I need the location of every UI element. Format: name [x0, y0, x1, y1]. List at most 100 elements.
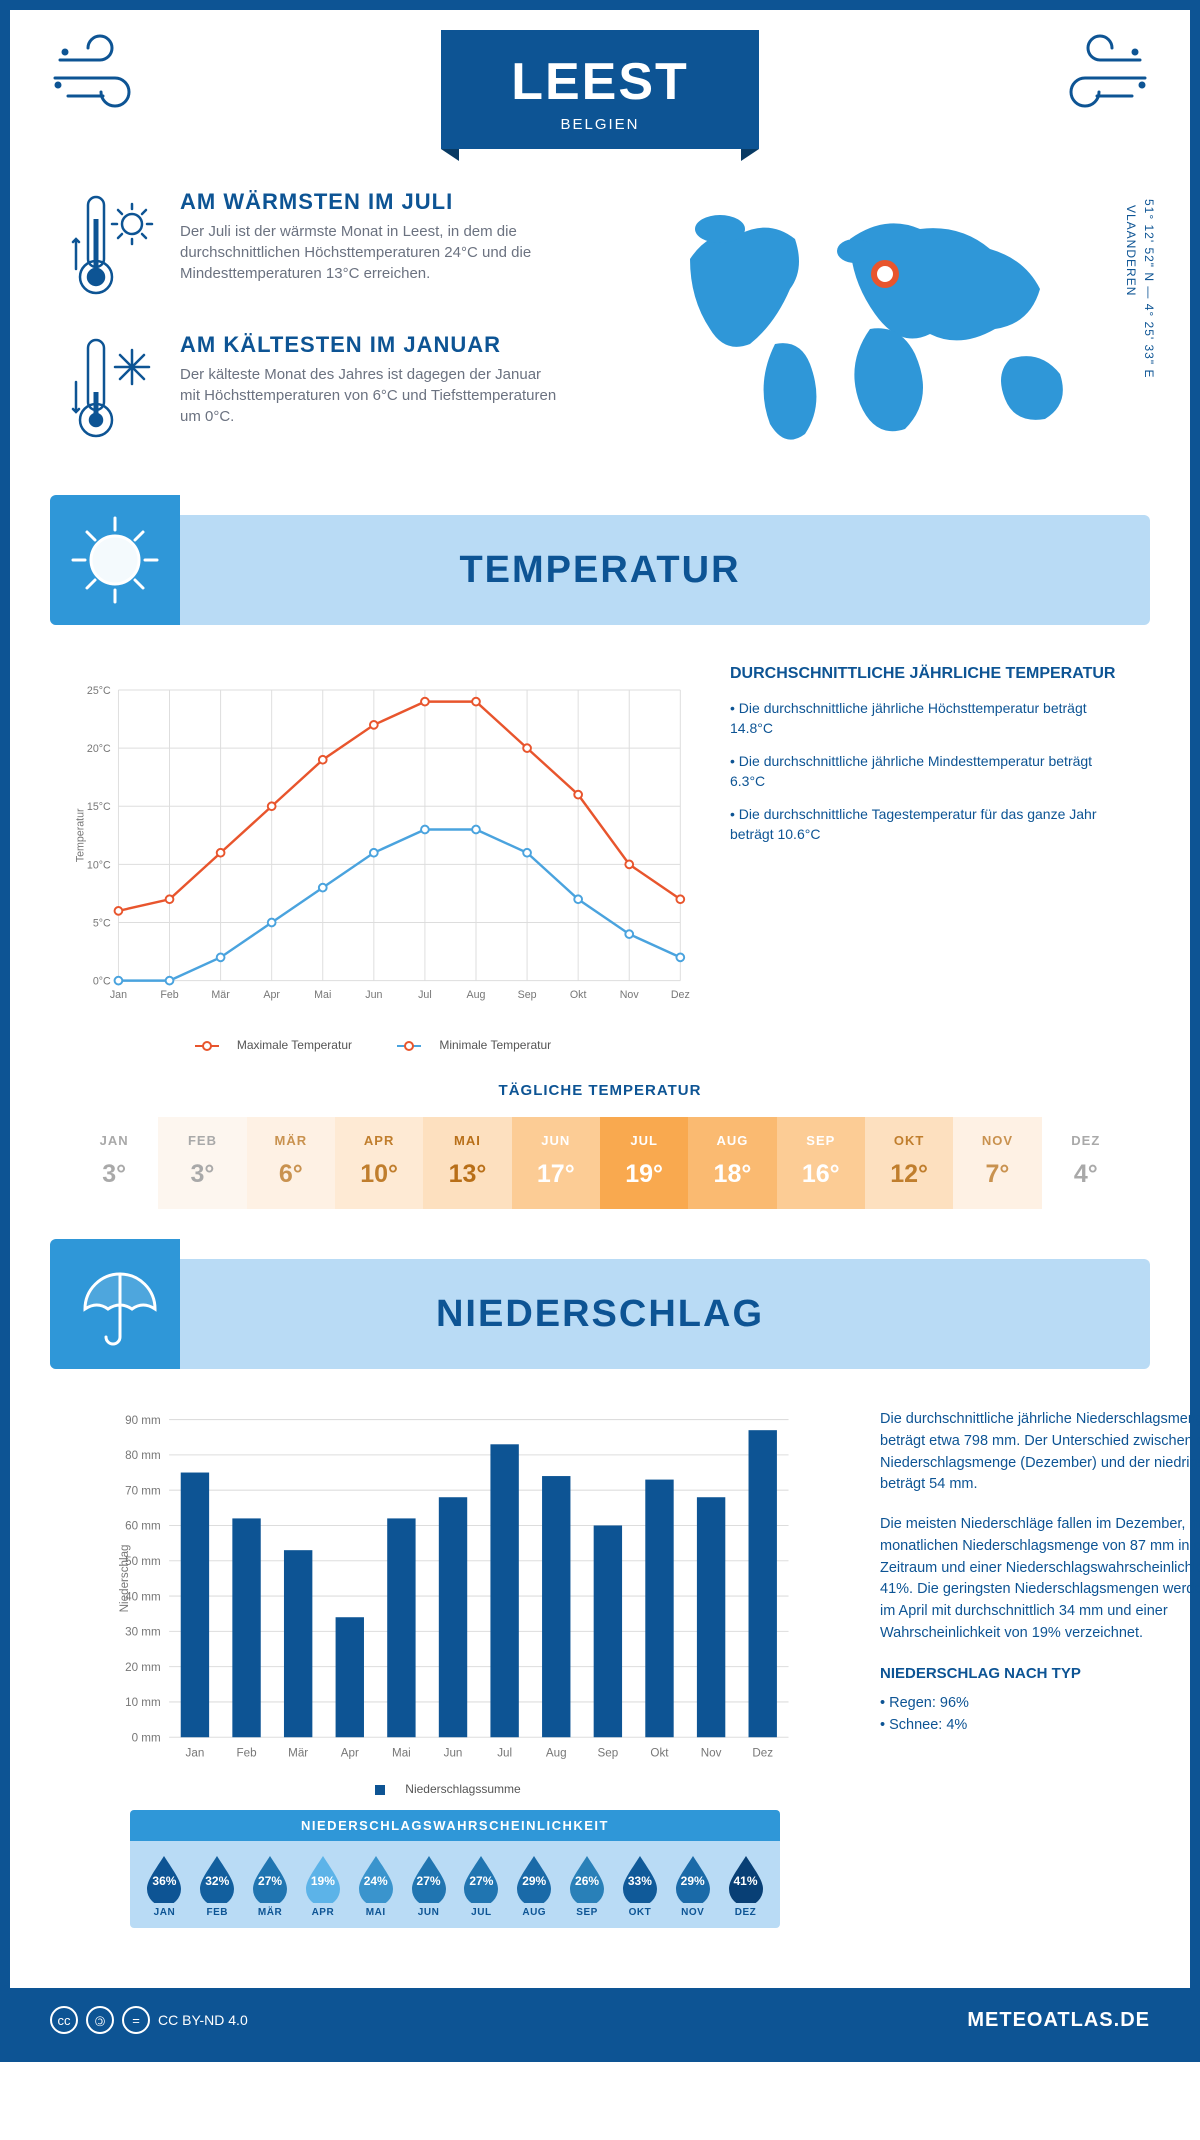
daily-cell: JUL 19° [600, 1117, 688, 1209]
daily-cell: APR 10° [335, 1117, 423, 1209]
daily-cell: FEB 3° [158, 1117, 246, 1209]
brand: METEOATLAS.DE [967, 2009, 1150, 2032]
coldest-title: AM KÄLTESTEN IM JANUAR [180, 332, 560, 358]
page-subtitle: BELGIEN [511, 116, 689, 133]
svg-text:Jan: Jan [110, 989, 127, 1001]
temp-heading: TEMPERATUR [180, 549, 1150, 592]
temp-legend: .leg-swatch:nth-of-type(1)::after{border… [70, 1038, 690, 1052]
daily-temp-table: TÄGLICHE TEMPERATUR JAN 3° FEB 3° MÄR 6°… [10, 1062, 1190, 1249]
warmest-text: Der Juli ist der wärmste Monat in Leest,… [180, 221, 560, 284]
precip-legend: Niederschlagssumme [70, 1782, 840, 1796]
world-map: 51° 12' 52" N — 4° 25' 33" E VLAANDEREN [660, 189, 1130, 475]
daily-cell: NOV 7° [953, 1117, 1041, 1209]
svg-text:Niederschlag: Niederschlag [118, 1544, 131, 1612]
svg-text:70 mm: 70 mm [125, 1484, 161, 1497]
svg-text:Jan: Jan [186, 1746, 205, 1759]
nd-icon: = [122, 2006, 150, 2034]
thermometer-sun-icon [70, 189, 160, 304]
svg-text:25°C: 25°C [87, 685, 111, 697]
daily-cell: SEP 16° [777, 1117, 865, 1209]
svg-text:Feb: Feb [237, 1746, 257, 1759]
prob-cell: 19% APR [296, 1853, 349, 1918]
svg-text:Dez: Dez [671, 989, 690, 1001]
svg-text:Jun: Jun [444, 1746, 463, 1759]
svg-text:Apr: Apr [341, 1746, 359, 1759]
license: cc 🄯 = CC BY-ND 4.0 [50, 2006, 248, 2034]
svg-text:0°C: 0°C [93, 976, 111, 988]
prob-cell: 32% FEB [191, 1853, 244, 1918]
svg-text:Sep: Sep [518, 989, 537, 1001]
warmest-block: AM WÄRMSTEN IM JULI Der Juli ist der wär… [70, 189, 620, 304]
svg-text:Mai: Mai [314, 989, 331, 1001]
prob-cell: 36% JAN [138, 1853, 191, 1918]
prob-cell: 33% OKT [613, 1853, 666, 1918]
temp-summary: DURCHSCHNITTLICHE JÄHRLICHE TEMPERATUR •… [730, 665, 1130, 1052]
header: LEEST BELGIEN [10, 10, 1190, 149]
svg-text:Mär: Mär [288, 1746, 308, 1759]
warmest-title: AM WÄRMSTEN IM JULI [180, 189, 560, 215]
daily-cell: JUN 17° [512, 1117, 600, 1209]
daily-cell: DEZ 4° [1042, 1117, 1130, 1209]
thermometer-snow-icon [70, 332, 160, 447]
wind-icon-right [1040, 30, 1150, 125]
svg-text:Aug: Aug [546, 1746, 567, 1759]
svg-text:Mär: Mär [211, 989, 230, 1001]
daily-cell: MAI 13° [423, 1117, 511, 1209]
prob-cell: 29% AUG [508, 1853, 561, 1918]
precip-probability: NIEDERSCHLAGSWAHRSCHEINLICHKEIT 36% JAN … [130, 1810, 780, 1928]
umbrella-icon [50, 1239, 180, 1369]
precip-heading: NIEDERSCHLAG [180, 1293, 1150, 1336]
svg-text:90 mm: 90 mm [125, 1414, 161, 1427]
footer: cc 🄯 = CC BY-ND 4.0 METEOATLAS.DE [10, 1988, 1190, 2052]
svg-text:15°C: 15°C [87, 801, 111, 813]
prob-cell: 27% MÄR [244, 1853, 297, 1918]
daily-cell: MÄR 6° [247, 1117, 335, 1209]
section-header-temp: TEMPERATUR [50, 515, 1150, 625]
svg-text:Jun: Jun [365, 989, 382, 1001]
svg-text:Okt: Okt [570, 989, 587, 1001]
svg-text:Okt: Okt [650, 1746, 669, 1759]
temp-line-chart: 0°C 5°C 10°C 15°C 20°C 25°C Jan Feb Mär Apr Mai Jun… [70, 665, 690, 1052]
prob-cell: 27% JUL [455, 1853, 508, 1918]
svg-text:20 mm: 20 mm [125, 1661, 161, 1674]
svg-text:Mai: Mai [392, 1746, 411, 1759]
svg-text:Jul: Jul [418, 989, 432, 1001]
svg-text:Nov: Nov [701, 1746, 722, 1759]
daily-cell: AUG 18° [688, 1117, 776, 1209]
daily-cell: OKT 12° [865, 1117, 953, 1209]
prob-cell: 27% JUN [402, 1853, 455, 1918]
sun-icon [50, 495, 180, 625]
coordinates: 51° 12' 52" N — 4° 25' 33" E VLAANDEREN [1122, 199, 1158, 378]
prob-cell: 41% DEZ [719, 1853, 772, 1918]
page-title: LEEST [511, 52, 689, 112]
coldest-block: AM KÄLTESTEN IM JANUAR Der kälteste Mona… [70, 332, 620, 447]
svg-text:Temperatur: Temperatur [75, 808, 87, 862]
svg-text:60 mm: 60 mm [125, 1520, 161, 1533]
svg-text:Jul: Jul [497, 1746, 512, 1759]
svg-text:Nov: Nov [620, 989, 640, 1001]
title-banner: LEEST BELGIEN [160, 30, 1040, 149]
svg-text:5°C: 5°C [93, 917, 111, 929]
prob-cell: 26% SEP [561, 1853, 614, 1918]
prob-cell: 24% MAI [349, 1853, 402, 1918]
svg-text:Sep: Sep [598, 1746, 619, 1759]
svg-text:Feb: Feb [160, 989, 178, 1001]
by-icon: 🄯 [86, 2006, 114, 2034]
section-header-precip: NIEDERSCHLAG [50, 1259, 1150, 1369]
svg-text:10 mm: 10 mm [125, 1696, 161, 1709]
prob-cell: 29% NOV [666, 1853, 719, 1918]
precip-bar-chart: 0 mm10 mm20 mm30 mm40 mm50 mm60 mm70 mm8… [70, 1409, 840, 1958]
wind-icon-left [50, 30, 160, 125]
precip-summary: Die durchschnittliche jährliche Niedersc… [880, 1409, 1200, 1958]
svg-text:30 mm: 30 mm [125, 1626, 161, 1639]
svg-text:80 mm: 80 mm [125, 1449, 161, 1462]
svg-text:0 mm: 0 mm [132, 1731, 161, 1744]
coldest-text: Der kälteste Monat des Jahres ist dagege… [180, 364, 560, 427]
daily-cell: JAN 3° [70, 1117, 158, 1209]
svg-text:Dez: Dez [752, 1746, 773, 1759]
cc-icon: cc [50, 2006, 78, 2034]
svg-text:Aug: Aug [467, 989, 486, 1001]
svg-text:20°C: 20°C [87, 743, 111, 755]
svg-text:Apr: Apr [263, 989, 280, 1001]
svg-text:10°C: 10°C [87, 859, 111, 871]
